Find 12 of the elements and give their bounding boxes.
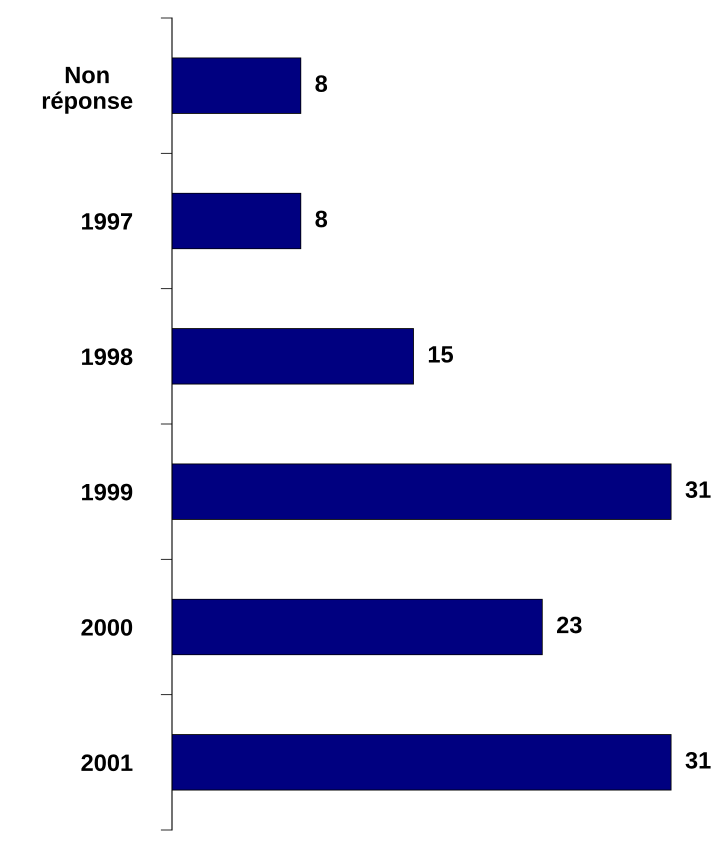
y-tick-label: 2001 — [81, 754, 132, 772]
data-label: 8 — [315, 210, 328, 228]
y-tick-label: 1998 — [82, 348, 132, 366]
data-label: 15 — [428, 346, 453, 363]
data-label: 31 — [686, 752, 711, 769]
y-tick-label: 1997 — [82, 213, 132, 230]
data-label: 31 — [686, 481, 711, 498]
y-tick-label: Non réponse — [42, 66, 132, 114]
data-label: 23 — [557, 616, 582, 634]
y-tick-label: 1999 — [82, 484, 132, 500]
y-tick-label: 2000 — [81, 619, 132, 636]
data-label: 8 — [315, 75, 328, 92]
